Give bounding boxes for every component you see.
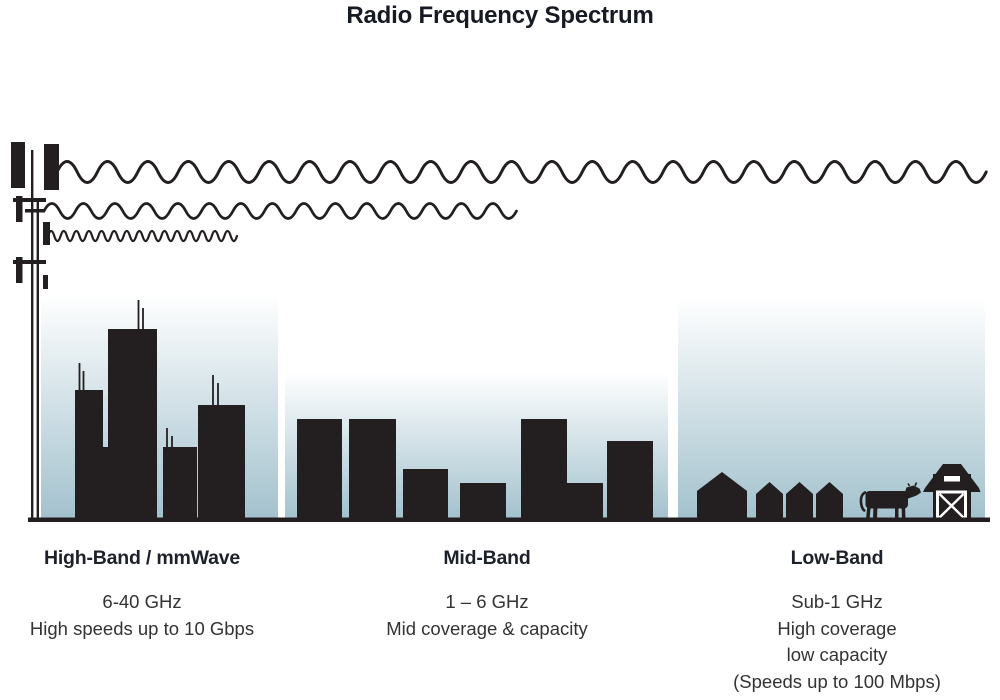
barn-window (944, 476, 960, 482)
band-detail: low capacity (786, 644, 888, 665)
diagram-title: Radio Frequency Spectrum (346, 2, 654, 29)
spectrum-illustration (11, 142, 990, 522)
band-frequency: Sub-1 GHz (791, 591, 883, 612)
band-label-high-band: High-Band / mmWave 6-40 GHz High speeds … (12, 546, 272, 642)
band-name: Low-Band (790, 547, 884, 569)
band-detail: (Speeds up to 100 Mbps) (733, 670, 941, 692)
cow-icon (859, 482, 921, 520)
cell-tower-icon (11, 142, 59, 520)
band-label-low-band: Low-Band Sub-1 GHz High coverage low cap… (707, 546, 967, 695)
band-name: Mid-Band (443, 547, 531, 569)
band-label-mid-band: Mid-Band 1 – 6 GHz Mid coverage & capaci… (357, 546, 617, 642)
band-detail: High coverage (777, 617, 897, 639)
midrise-buildings-icon (297, 419, 653, 520)
band-detail: High speeds up to 10 Gbps (29, 617, 255, 639)
band-frequency: 6-40 GHz (102, 591, 182, 612)
band-detail: Mid coverage & capacity (386, 617, 588, 639)
rooftop-antennas-icon (78, 300, 219, 449)
barn-icon (923, 464, 981, 519)
barn-door (936, 490, 967, 519)
suburb-houses-icon (697, 472, 843, 520)
band-frequency: 1 – 6 GHz (445, 591, 529, 612)
mid-band-wave-icon (42, 202, 518, 220)
band-name: High-Band / mmWave (43, 547, 241, 569)
city-skyline-icon (75, 300, 245, 520)
low-band-wave-icon (55, 160, 988, 184)
ground-line (28, 517, 990, 522)
high-band-wave-icon (46, 229, 239, 243)
